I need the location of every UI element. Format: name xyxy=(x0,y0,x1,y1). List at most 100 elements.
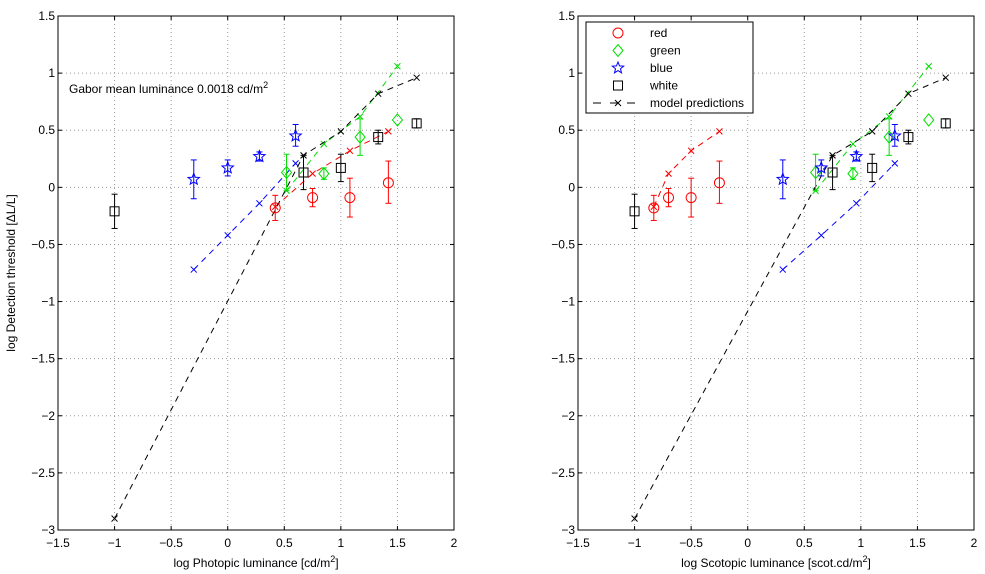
white-point xyxy=(335,162,346,173)
x-axis-label-sup: 2 xyxy=(330,554,335,564)
blue-model-point xyxy=(852,199,860,207)
legend-marker xyxy=(610,60,626,74)
y-tick-label: 0.5 xyxy=(558,123,575,137)
blue-model-point xyxy=(779,266,787,273)
white-point xyxy=(373,132,384,143)
white-model-point xyxy=(905,90,912,98)
blue-model-point xyxy=(256,199,263,207)
annotation-main: Gabor mean luminance 0.0018 cd/m xyxy=(69,82,263,96)
red-model-point xyxy=(665,170,672,177)
white-model-point xyxy=(631,515,638,522)
green-point xyxy=(354,130,366,144)
legend-marker xyxy=(614,99,622,107)
red-model-point xyxy=(309,170,316,177)
blue-point xyxy=(775,171,790,186)
x-tick-label: 0 xyxy=(744,536,751,550)
blue-point xyxy=(186,171,201,186)
x-axis-label-text: log Photopic luminance [cd/m xyxy=(173,556,330,570)
white-point xyxy=(867,162,878,173)
x-tick-label: 1.5 xyxy=(389,536,406,550)
data-layer xyxy=(109,62,422,522)
white-point xyxy=(827,167,838,178)
x-tick-label: −1 xyxy=(108,536,122,550)
red-point xyxy=(713,177,725,189)
y-tick-label: −2.5 xyxy=(551,466,575,480)
x-tick-label: 0.5 xyxy=(796,536,813,550)
x-tick-label: 0 xyxy=(224,536,231,550)
green-point xyxy=(280,165,293,180)
blue-point xyxy=(288,128,303,142)
x-axis-label-end: ] xyxy=(335,556,338,570)
y-tick-label: 0 xyxy=(48,180,55,194)
blue-point xyxy=(887,128,902,142)
white-model-point xyxy=(413,74,421,82)
y-tick-label: 1.5 xyxy=(558,9,575,23)
red-model-line xyxy=(274,130,389,208)
x-tick-label: −1.5 xyxy=(566,536,590,550)
y-tick-label: 1 xyxy=(568,66,575,80)
photopic-plot: −1.5 −1 −0.5 0 0.5 1 1.5 2 1.5 1 0.5 0 −0.5 −1 −1.5 −2 −… xyxy=(4,9,458,570)
x-tick-label: 2 xyxy=(971,536,978,550)
y-axis-label: log Detection threshold [ΔL/L] xyxy=(4,194,18,351)
green-point xyxy=(318,166,330,181)
white-point xyxy=(411,118,422,129)
y-tick-label: 0.5 xyxy=(38,123,55,137)
y-tick-label: −1 xyxy=(41,295,55,309)
data-layer xyxy=(629,62,951,522)
red-point xyxy=(382,177,394,189)
white-model-line xyxy=(634,77,946,519)
white-model-point xyxy=(942,74,950,82)
white-point xyxy=(903,132,914,143)
y-tick-label: −1 xyxy=(561,295,575,309)
white-model-point xyxy=(868,128,876,135)
red-model-point xyxy=(385,128,392,135)
x-tick-label: −0.5 xyxy=(159,536,183,550)
red-model-point xyxy=(346,147,354,155)
annotation-sup: 2 xyxy=(263,80,268,90)
white-point xyxy=(940,118,951,129)
y-tick-label: −0.5 xyxy=(31,237,55,251)
x-axis-label: log Photopic luminance [cd/m2] xyxy=(173,554,338,570)
x-tick-label: 2 xyxy=(451,536,458,550)
x-tick-label: 1 xyxy=(338,536,345,550)
red-point xyxy=(344,192,356,204)
green-point xyxy=(923,113,935,127)
y-tick-label: −2.5 xyxy=(31,466,55,480)
green-point xyxy=(847,166,859,181)
annotation-text: Gabor mean luminance 0.0018 cd/m2 xyxy=(69,80,268,96)
blue-model-line xyxy=(782,162,896,270)
green-point xyxy=(883,130,895,144)
legend: red green blue white model predictions xyxy=(585,21,754,114)
green-model-point xyxy=(925,62,933,70)
y-tick-label: −3 xyxy=(561,523,575,537)
red-point xyxy=(307,192,319,204)
y-tick-label: −2 xyxy=(41,409,55,423)
white-point xyxy=(629,206,640,217)
legend-label: red xyxy=(650,26,667,40)
blue-model-line xyxy=(193,162,296,270)
green-model-point xyxy=(849,140,857,148)
green-point xyxy=(809,165,822,180)
red-point xyxy=(663,192,675,204)
y-tick-label: 0 xyxy=(568,180,575,194)
blue-model-point xyxy=(891,159,899,167)
x-axis-label-end: ] xyxy=(868,556,871,570)
legend-marker xyxy=(612,43,624,58)
blue-model-point xyxy=(292,159,299,167)
legend-label: green xyxy=(650,44,681,58)
white-point xyxy=(109,206,120,217)
green-point xyxy=(391,113,404,127)
red-model-point xyxy=(716,128,723,135)
legend-label: white xyxy=(649,79,678,93)
x-tick-label: 0.5 xyxy=(276,536,293,550)
x-axis-label-sup: 2 xyxy=(863,554,868,564)
y-tick-label: −1.5 xyxy=(31,352,55,366)
blue-model-point xyxy=(224,231,232,239)
y-tick-label: 1 xyxy=(48,66,55,80)
red-point xyxy=(648,202,660,214)
y-tick-label: −2 xyxy=(561,409,575,423)
legend-marker xyxy=(613,80,623,91)
legend-label: blue xyxy=(650,61,673,75)
legend-marker xyxy=(612,27,624,39)
blue-model-point xyxy=(190,266,198,273)
